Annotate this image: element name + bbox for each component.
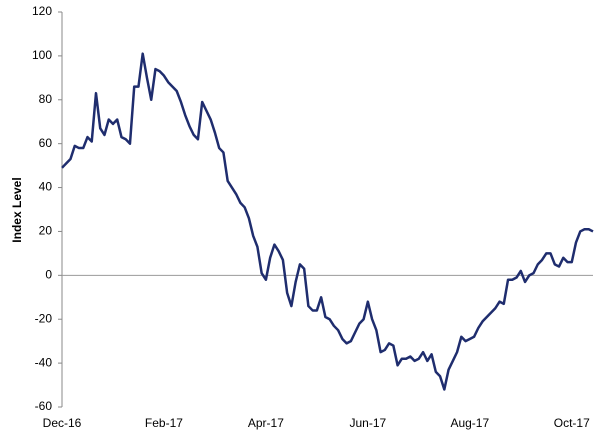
y-tick-label: 20 [39,224,53,238]
y-tick-label: 0 [45,268,52,282]
y-tick-label: -60 [35,399,53,413]
y-tick-label: -40 [35,355,53,369]
y-tick-label: 100 [32,48,52,62]
y-tick-label: 120 [32,4,52,18]
x-tick-label: Feb-17 [145,416,183,430]
y-tick-label: -20 [35,311,53,325]
x-tick-label: Oct-17 [554,416,590,430]
y-axis-label: Index Level [10,177,24,242]
line-series [61,52,594,391]
y-tick-label: 40 [39,180,53,194]
x-tick-label: Apr-17 [248,416,284,430]
y-tick-label: 60 [39,136,53,150]
x-tick-label: Jun-17 [350,416,387,430]
y-tick-label: 80 [39,92,53,106]
x-tick-label: Dec-16 [43,416,82,430]
x-tick-label: Aug-17 [450,416,489,430]
